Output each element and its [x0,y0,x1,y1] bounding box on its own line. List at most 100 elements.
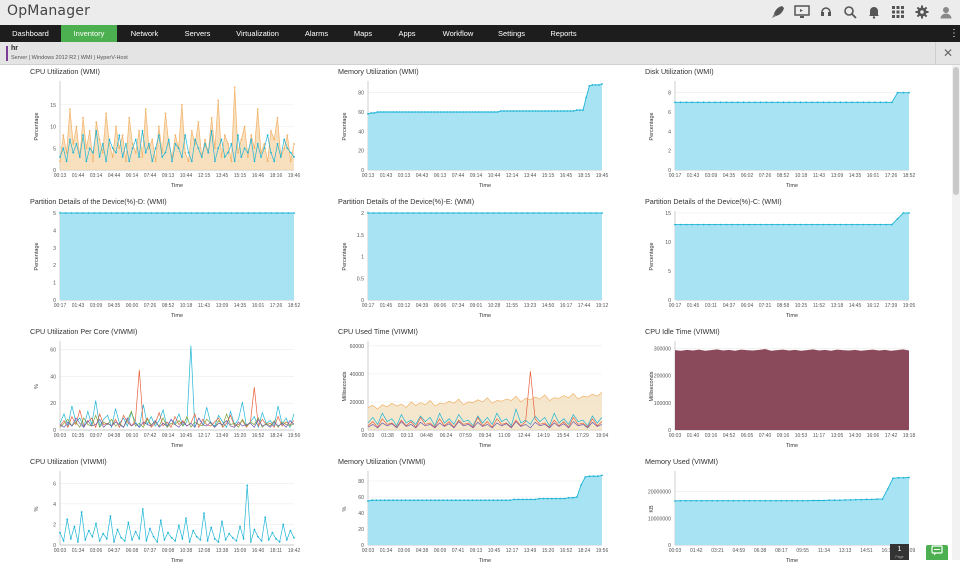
data-point [580,484,583,486]
x-tick-label: 06:02 [741,173,754,179]
data-point [375,499,378,502]
data-point [121,134,124,137]
x-tick-label: 09:16 [777,433,790,439]
gear-icon[interactable] [914,5,930,21]
chart-plot[interactable]: 0 1 2 3 4 5 00:17 01:43 03:09 04:35 06:00 07:26 08:5… [30,207,320,325]
chart-plot[interactable]: 0 100000 200000 300000 00:03 01:40 03:16 04:52 0… [645,337,935,455]
data-point [185,517,187,520]
x-tick-label: 01:40 [687,433,700,439]
nav-servers[interactable]: Servers [184,29,211,38]
nav-apps[interactable]: Apps [398,29,416,38]
chart-plot[interactable]: 0 10000000 20000000 00:03 01:42 03:21 04:59 06:… [645,467,935,570]
chart-plot[interactable]: 0 5 10 15 00:17 01:45 03:11 04:37 06:04 07:31 08:5… [645,207,935,325]
chart-plot[interactable]: 0 20000 40000 60000 00:03 01:38 03:13 04:48 06:2… [338,337,628,455]
bell-icon[interactable] [866,5,882,21]
page-indicator[interactable]: 1 Page [890,544,909,560]
nav-inventory[interactable]: Inventory [61,25,117,42]
x-tick-label: 07:42 [144,433,157,439]
x-tick-label: 09:14 [162,433,175,439]
data-point [98,539,101,542]
x-tick-label: 11:17 [813,433,825,439]
chart-plot[interactable]: 0 20 40 60 80 00:03 01:34 03:06 04:38 06:09 07:41 0… [338,467,628,570]
data-point [76,212,79,214]
x-tick-label: 17:26 [885,173,898,179]
data-point [260,539,263,542]
support-icon[interactable] [818,5,834,21]
data-point [95,522,97,525]
nav-settings[interactable]: Settings [497,29,526,38]
data-point [559,497,562,500]
data-point [544,110,546,112]
monitor-icon[interactable] [794,4,810,21]
data-point [65,160,68,163]
x-tick-label: 06:05 [741,433,754,439]
data-point [210,129,213,132]
data-point [484,111,486,113]
data-point [72,143,75,145]
chart-plot[interactable]: 0 0.5 1 1.5 2 00:17 01:45 03:12 04:39 06:06 07:34 0… [338,207,628,325]
nav-maps[interactable]: Maps [353,29,373,38]
data-point [243,125,246,128]
x-tick-label: 00:17 [362,303,375,309]
data-point [765,101,768,104]
data-point [163,538,166,541]
data-point [177,524,180,527]
y-tick-label: 1 [53,281,56,287]
close-icon[interactable]: ✕ [935,42,960,65]
nav-reports[interactable]: Reports [550,29,577,38]
rocket-icon[interactable] [770,5,786,21]
chart-plot[interactable]: 0 20 40 60 00:03 01:35 03:07 04:38 06:10 07:42 09:… [30,337,320,455]
data-point [279,156,282,158]
data-point [509,212,512,214]
chart-plot[interactable]: 0 20 40 60 80 00:13 01:43 03:13 04:43 06:13 07:44 0… [338,77,628,195]
data-point [276,116,279,119]
x-tick-label: 17:44 [578,303,591,309]
data-point [748,499,751,502]
data-point [576,496,578,498]
data-point [513,498,516,501]
data-point [59,531,61,534]
y-tick-label: 1 [361,255,364,261]
search-icon[interactable] [842,5,858,21]
data-point [902,212,905,214]
data-point [115,125,117,128]
data-point [223,134,226,137]
page-scrollbar[interactable] [952,65,960,560]
x-tick-label: 01:35 [72,433,85,439]
nav-virtualization[interactable]: Virtualization [236,29,279,38]
data-point [791,499,793,502]
device-name[interactable]: hr [11,45,18,52]
data-point [108,138,111,141]
chart-plot[interactable]: 0 5 10 15 00:13 01:44 03:14 04:44 06:14 07:44 09:1… [30,77,320,195]
y-tick-label: 1.5 [357,233,364,239]
data-point [273,138,276,141]
nav-alarms[interactable]: Alarms [304,29,329,38]
x-tick-label: 14:19 [537,433,550,439]
chart-plot[interactable]: 0 2 4 6 00:03 01:34 03:06 04:37 06:08 07:37 09:08 1… [30,467,320,570]
data-point [908,476,910,479]
data-point [167,531,169,534]
x-tick-label: 00:03 [362,548,375,554]
data-point [537,110,540,112]
nav-dashboard[interactable]: Dashboard [12,29,49,38]
chart-plot[interactable]: 0 2 4 6 8 00:17 01:43 03:09 04:35 06:02 07:26 08:52… [645,77,935,195]
data-point [286,147,289,150]
apps-grid-icon[interactable] [890,5,906,21]
data-point [293,156,295,158]
x-axis-label: Time [479,183,491,189]
user-icon[interactable] [938,5,954,21]
data-point [267,538,270,541]
data-point [446,111,448,113]
scrollbar-thumb[interactable] [953,67,959,195]
x-tick-label: 07:34 [452,303,465,309]
nav-network[interactable]: Network [130,29,159,38]
x-tick-label: 13:44 [524,173,537,179]
x-tick-label: 16:01 [867,173,880,179]
nav-workflow[interactable]: Workflow [442,29,474,38]
chat-icon[interactable] [926,545,948,560]
data-point [395,212,398,214]
data-point [195,535,198,538]
y-tick-label: 4 [53,502,56,508]
data-point [408,499,411,502]
more-menu-icon[interactable]: ⋮ [949,28,959,39]
